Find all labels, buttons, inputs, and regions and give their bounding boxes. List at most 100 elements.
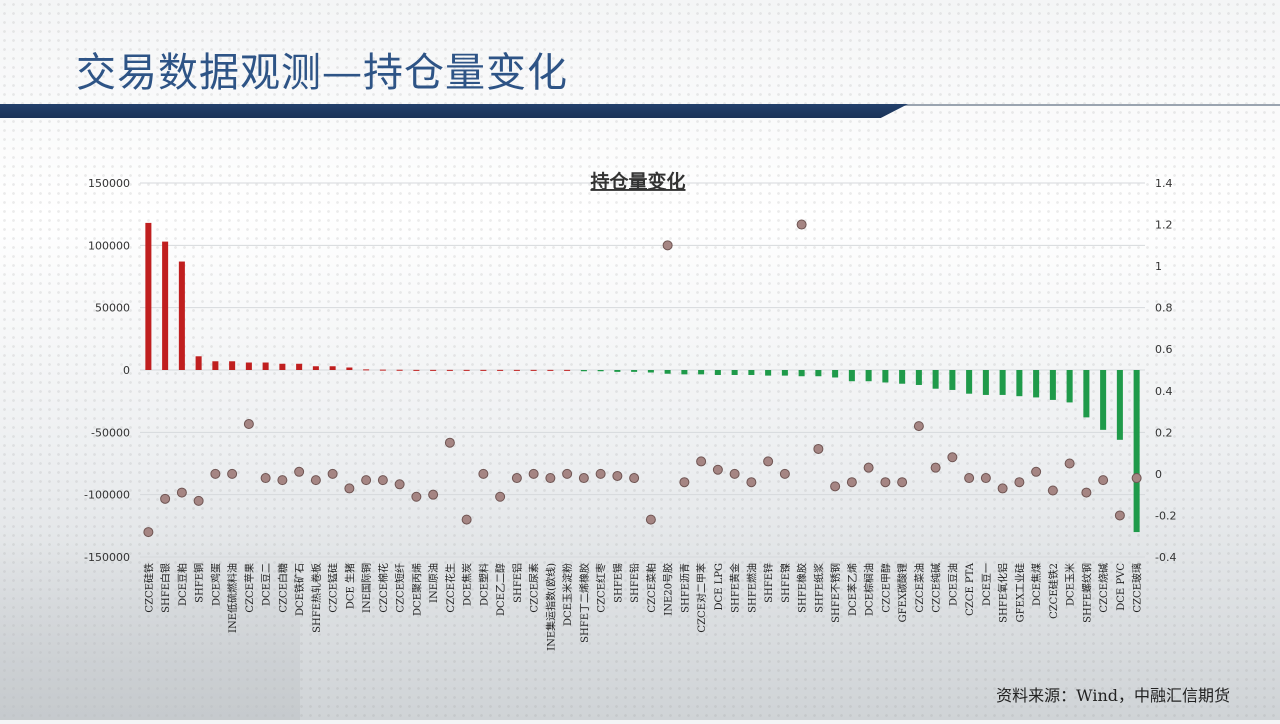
dot-mark <box>964 473 975 484</box>
x-tick-label: CZCE红枣 <box>595 563 608 613</box>
dot-mark <box>327 468 338 479</box>
bar-mark <box>212 361 219 370</box>
bar-mark <box>1033 370 1040 398</box>
bar-mark <box>664 370 671 374</box>
x-tick-label: DCE铁矿石 <box>293 563 306 616</box>
dot-mark <box>897 477 908 488</box>
bar-mark <box>982 370 989 395</box>
dot-mark <box>310 475 321 486</box>
dot-mark <box>545 473 556 484</box>
dot-mark <box>160 493 171 504</box>
bar-mark <box>899 370 906 384</box>
bar-mark <box>731 370 738 375</box>
x-tick-label: CZCE短纤 <box>394 563 407 613</box>
grid-layer <box>140 182 1145 558</box>
x-tick-label: SHFE螺纹钢 <box>1080 563 1093 623</box>
bar-mark <box>413 369 420 371</box>
bar-mark <box>145 222 152 370</box>
bar-mark <box>1049 370 1056 400</box>
dot-mark <box>779 468 790 479</box>
x-tick-label: CZCE菜油 <box>913 563 926 613</box>
dot-mark <box>947 452 958 463</box>
dot-mark <box>210 468 221 479</box>
x-tick-label: DCE焦炭 <box>461 563 474 606</box>
bar-mark <box>346 367 353 370</box>
dot-mark <box>1081 487 1092 498</box>
bar-mark <box>480 369 487 371</box>
bar-mark <box>430 369 437 371</box>
dot-mark <box>227 468 238 479</box>
y2-tick-label: 0 <box>1155 468 1162 481</box>
dot-mark <box>1064 458 1075 469</box>
x-tick-label: SHFE锡 <box>611 563 624 603</box>
x-tick-label: DCE玉米 <box>1064 563 1077 606</box>
dot-mark <box>1114 510 1125 521</box>
x-tick-label: INE低硫燃料油 <box>226 563 239 633</box>
x-tick-label: DCE豆油 <box>946 563 959 606</box>
dot-mark <box>461 514 472 525</box>
bar-mark <box>329 366 336 370</box>
bar-mark <box>681 370 688 375</box>
y2-tick-label: 0.6 <box>1155 343 1173 356</box>
bar-mark <box>748 370 755 375</box>
dot-mark <box>746 477 757 488</box>
bar-mark <box>882 370 889 383</box>
dot-mark <box>712 464 723 475</box>
dot-mark <box>260 473 271 484</box>
chart-title: 持仓量变化 <box>590 170 685 193</box>
x-tick-label: DCE豆二 <box>261 563 273 606</box>
x-tick-label: CZCE花生 <box>444 563 457 613</box>
dot-mark <box>830 481 841 492</box>
y2-tick-label: 0.4 <box>1155 385 1173 398</box>
dot-mark <box>863 462 874 473</box>
bar-mark <box>564 369 571 371</box>
x-tick-label: CZCE白糖 <box>276 563 289 613</box>
dot-mark <box>1031 466 1042 477</box>
x-tick-label: DCE PVC <box>1116 563 1127 611</box>
bar-mark <box>530 369 537 371</box>
x-tick-label: DCE豆粕 <box>176 563 189 606</box>
background-city-silhouette <box>0 540 300 720</box>
x-tick-label: CZCE PTA <box>965 562 976 616</box>
dot-mark <box>763 456 774 467</box>
dot-mark <box>629 473 640 484</box>
dot-mark <box>1131 473 1142 484</box>
dot-mark <box>344 483 355 494</box>
y2-tick-label: 0.2 <box>1155 426 1173 439</box>
bar-mark <box>714 370 721 375</box>
x-tick-label: SHFE不锈钢 <box>829 563 842 623</box>
dot-mark <box>1098 475 1109 486</box>
bar-mark <box>614 370 621 372</box>
bar-mark <box>497 369 504 371</box>
bar-mark <box>966 370 973 394</box>
dot-mark <box>361 475 372 486</box>
bar-mark <box>463 369 470 371</box>
bar-mark <box>446 369 453 371</box>
bar-mark <box>379 369 386 371</box>
dot-mark <box>562 468 573 479</box>
bar-mark <box>312 366 319 370</box>
bar-mark <box>848 370 855 382</box>
x-tick-label: DCE苯乙烯 <box>846 563 859 616</box>
y-tick-label: 150000 <box>88 177 130 190</box>
x-tick-label: DCE豆一 <box>981 563 993 606</box>
y-tick-label: -100000 <box>84 489 130 502</box>
bar-mark <box>1083 370 1090 418</box>
dot-mark <box>511 473 522 484</box>
x-tick-label: SHFE燃油 <box>745 563 758 613</box>
bar-mark <box>915 370 922 385</box>
bar-mark <box>647 370 654 373</box>
dot-mark <box>595 468 606 479</box>
bar-mark <box>798 370 805 377</box>
bar-series <box>145 222 1140 533</box>
dot-mark <box>243 419 254 430</box>
dot-mark <box>377 475 388 486</box>
bar-mark <box>262 362 269 370</box>
dot-mark <box>913 421 924 432</box>
dot-series <box>143 219 1142 538</box>
y-tick-label: 50000 <box>95 302 130 315</box>
bar-mark <box>597 370 604 372</box>
bar-mark <box>296 363 303 370</box>
